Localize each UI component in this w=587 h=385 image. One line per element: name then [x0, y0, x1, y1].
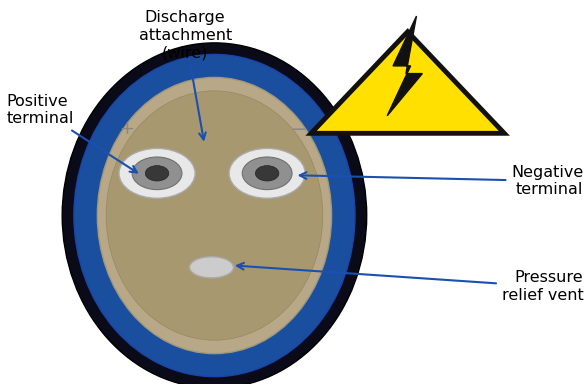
Ellipse shape: [62, 43, 367, 385]
Ellipse shape: [146, 166, 169, 181]
Polygon shape: [311, 32, 504, 133]
Ellipse shape: [119, 148, 195, 198]
Ellipse shape: [255, 166, 279, 181]
Text: Pressure
relief vent: Pressure relief vent: [237, 263, 583, 303]
Text: Negative
terminal: Negative terminal: [300, 165, 583, 197]
Ellipse shape: [242, 157, 292, 190]
Ellipse shape: [106, 91, 323, 340]
Text: Discharge
attachment
(wire): Discharge attachment (wire): [139, 10, 232, 139]
Ellipse shape: [190, 257, 234, 278]
Ellipse shape: [132, 157, 182, 190]
Text: +: +: [119, 120, 134, 138]
Text: −: −: [291, 120, 308, 139]
Ellipse shape: [97, 77, 332, 353]
Ellipse shape: [229, 148, 305, 198]
Ellipse shape: [74, 54, 355, 377]
Text: Positive
terminal: Positive terminal: [6, 94, 137, 172]
Polygon shape: [387, 16, 422, 116]
